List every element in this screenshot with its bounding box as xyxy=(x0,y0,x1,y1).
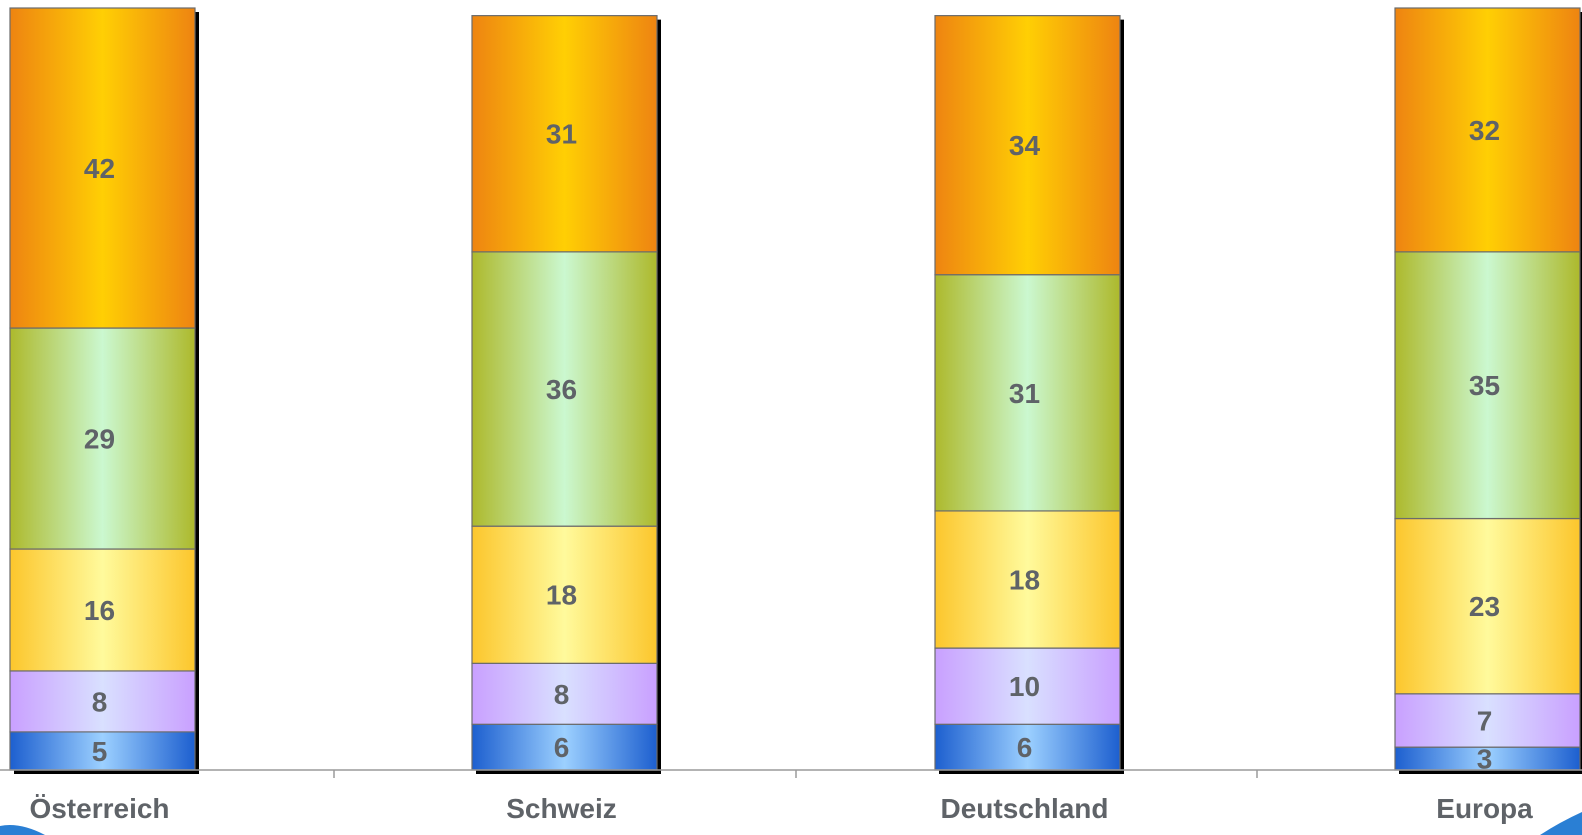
data-label: 31 xyxy=(1009,378,1040,409)
data-label: 34 xyxy=(1009,130,1041,161)
bar-segment-seg-a xyxy=(471,723,658,771)
bar-segment-seg-e xyxy=(1394,7,1581,253)
bar-segment-seg-a xyxy=(9,731,196,771)
data-label: 8 xyxy=(554,679,570,710)
data-label: 42 xyxy=(84,153,115,184)
data-label: 6 xyxy=(554,732,570,763)
data-label: 10 xyxy=(1009,671,1040,702)
data-label: 35 xyxy=(1469,370,1500,401)
bar-segment-seg-e xyxy=(9,7,196,329)
bar-segment-seg-c xyxy=(934,510,1121,649)
data-label: 36 xyxy=(546,374,577,405)
data-label: 18 xyxy=(1009,565,1040,596)
bar-segment-seg-d xyxy=(1394,251,1581,520)
data-label: 6 xyxy=(1017,732,1033,763)
data-label: 29 xyxy=(84,424,115,455)
bar-segment-seg-c xyxy=(471,525,658,664)
data-label: 32 xyxy=(1469,115,1500,146)
bar-segment-seg-d xyxy=(9,327,196,550)
data-label: 18 xyxy=(546,580,577,611)
data-label: 8 xyxy=(92,686,108,717)
data-label: 5 xyxy=(92,736,108,767)
data-label: 31 xyxy=(546,119,577,150)
category-label: Deutschland xyxy=(940,793,1108,824)
bar-segment-seg-d xyxy=(934,274,1121,512)
data-label: 3 xyxy=(1477,744,1493,775)
bar-segment-seg-c xyxy=(9,548,196,672)
bar-segment-seg-e xyxy=(934,15,1121,276)
category-label: Europa xyxy=(1436,793,1533,824)
category-label: Schweiz xyxy=(506,793,616,824)
bar-segment-seg-c xyxy=(1394,517,1581,695)
bar-segment-seg-e xyxy=(471,15,658,253)
data-label: 16 xyxy=(84,595,115,626)
corner-swoosh xyxy=(0,825,45,835)
bar-segment-seg-b xyxy=(1394,693,1581,748)
category-label: Österreich xyxy=(29,793,169,824)
bar-segment-seg-b xyxy=(471,662,658,725)
bar-segment-seg-d xyxy=(471,251,658,527)
corner-swoosh xyxy=(1540,812,1582,835)
data-label: 23 xyxy=(1469,591,1500,622)
data-label: 7 xyxy=(1477,705,1493,736)
bar-segment-seg-b xyxy=(934,647,1121,725)
